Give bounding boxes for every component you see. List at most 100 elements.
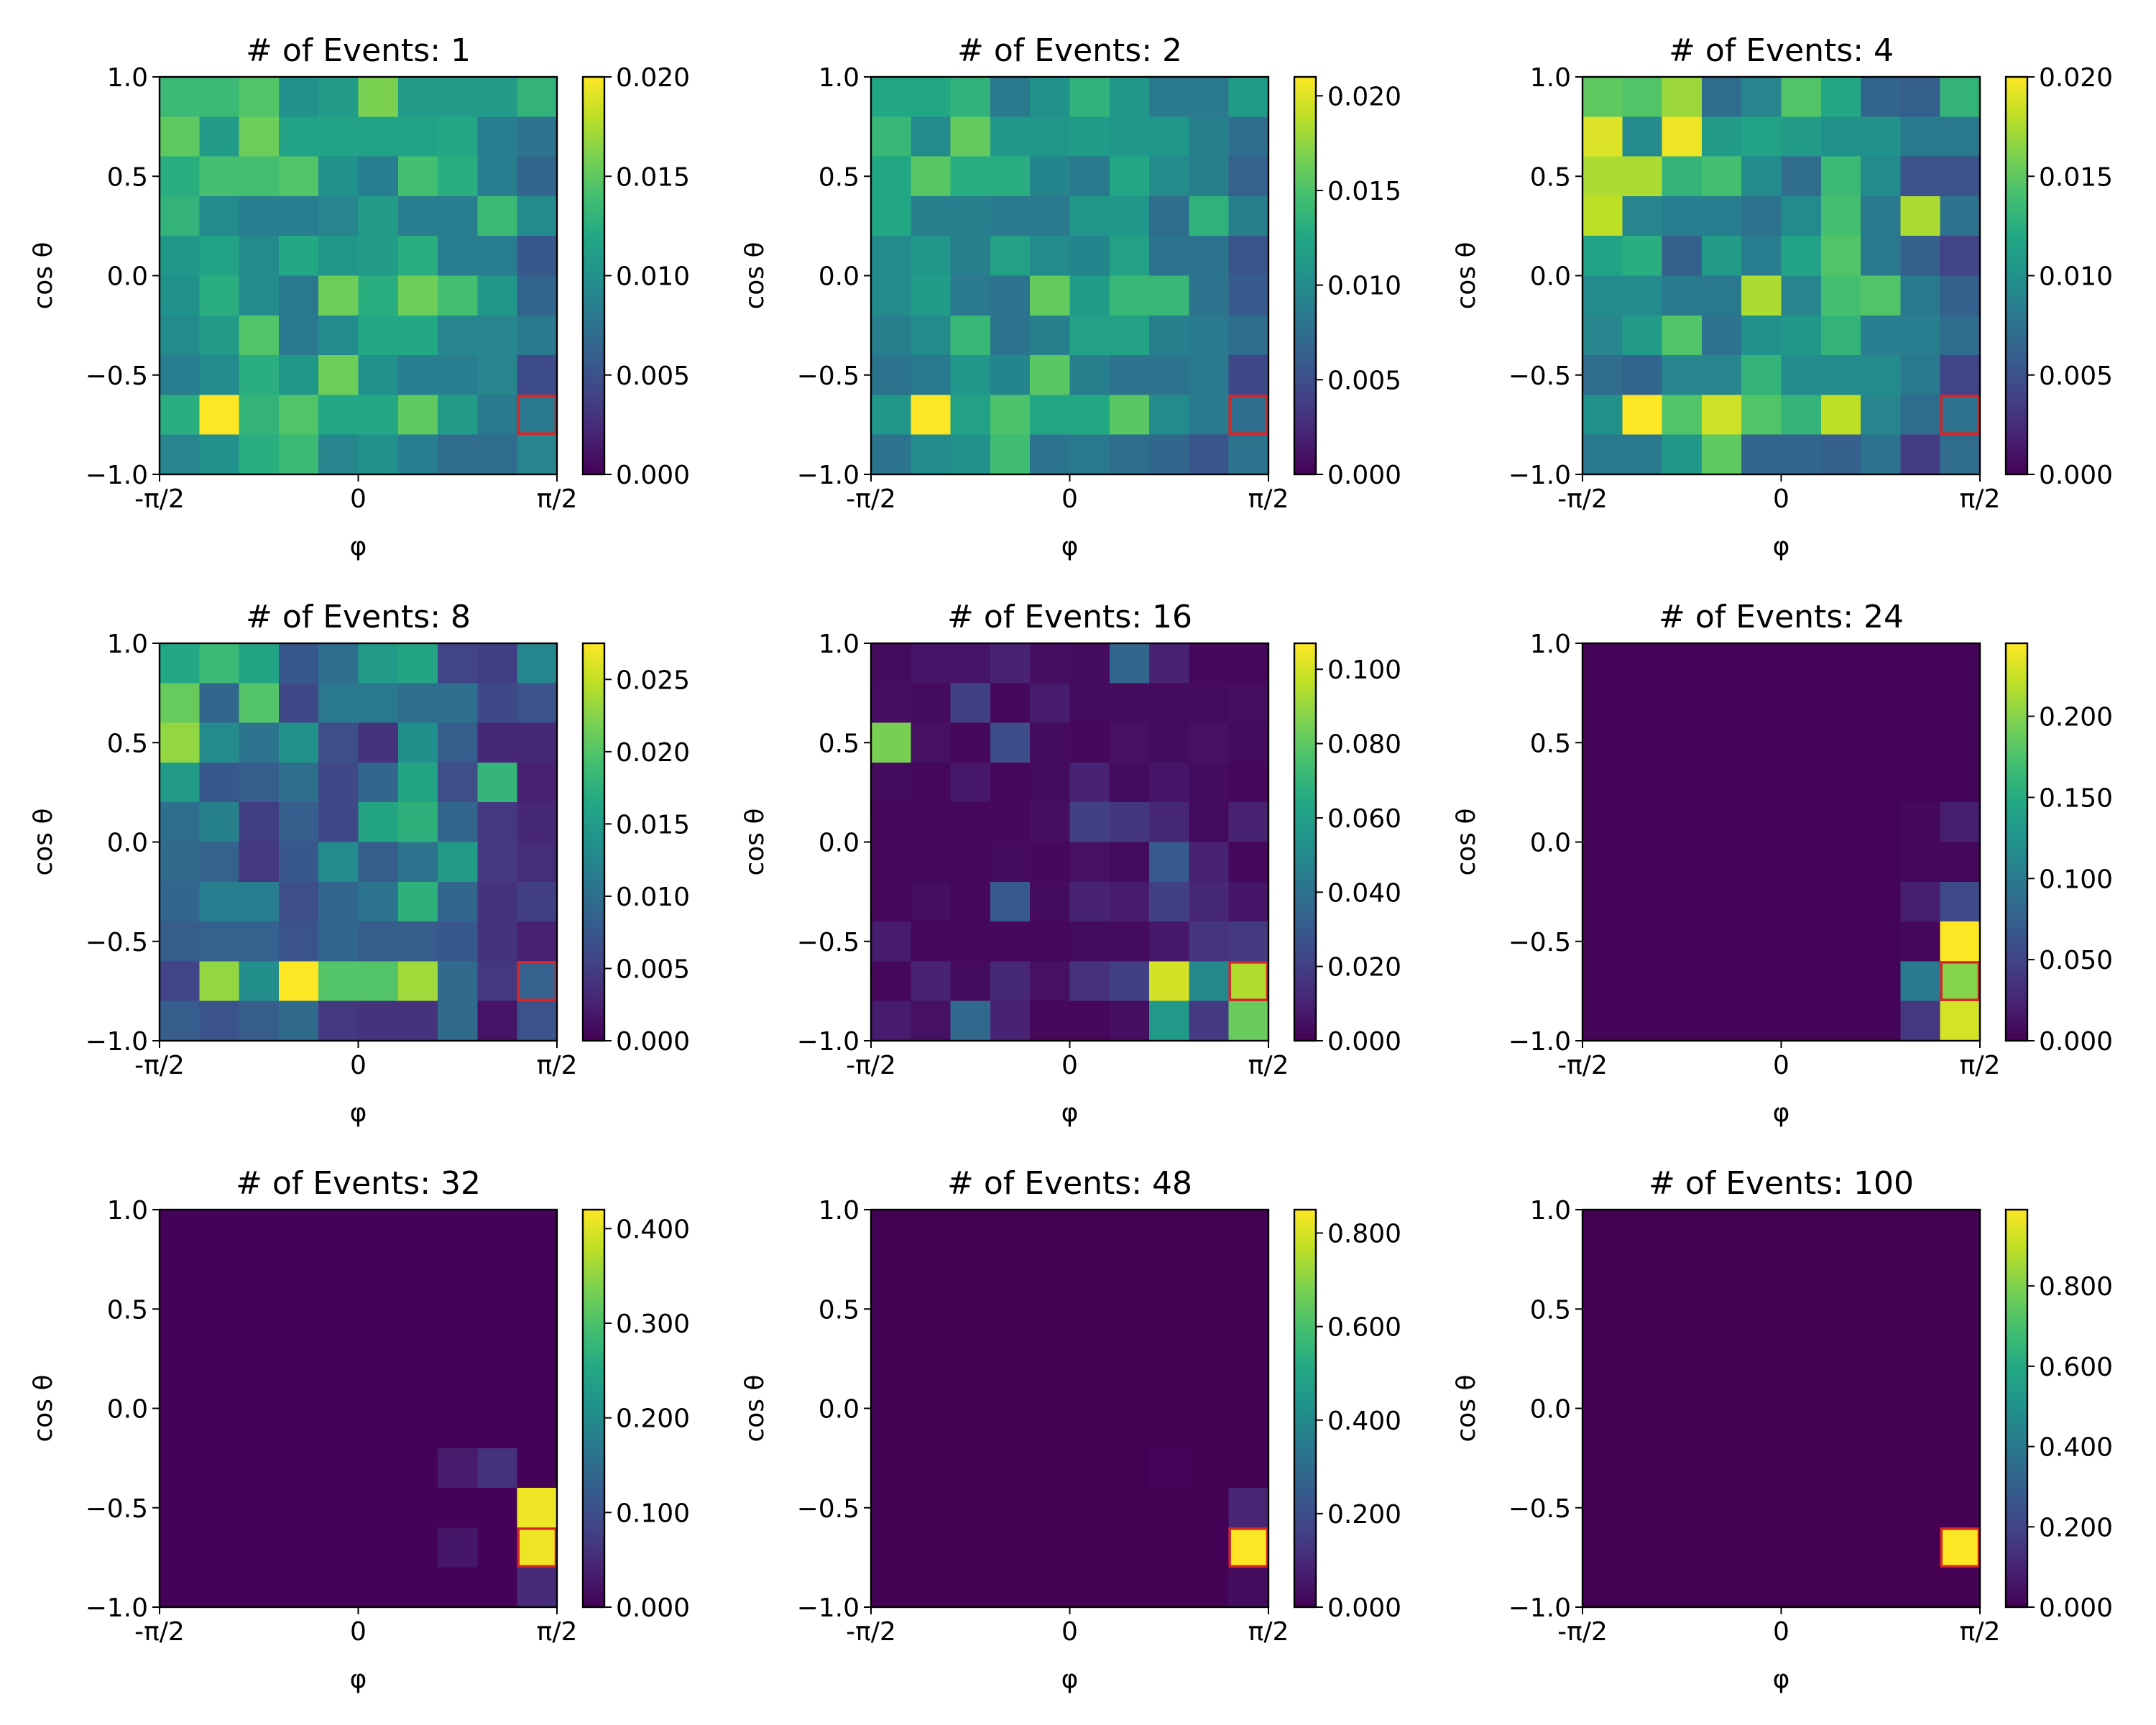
heatmap-cell — [1228, 1448, 1269, 1489]
heatmap-cell — [1701, 961, 1742, 1002]
heatmap-cell — [160, 842, 200, 883]
heatmap-cell — [160, 1000, 200, 1041]
heatmap-cells — [160, 77, 558, 475]
heatmap-cell — [950, 722, 991, 763]
heatmap-cell — [1069, 395, 1110, 436]
y-tick-label: 0.5 — [819, 1295, 860, 1325]
colorbar-frame — [2004, 1208, 2029, 1609]
heatmap-cell — [1741, 1000, 1782, 1041]
heatmap-cell — [1900, 434, 1941, 475]
heatmap-cell — [1583, 1448, 1623, 1489]
heatmap-cell — [358, 1368, 399, 1409]
heatmap-cell — [1861, 722, 1901, 763]
heatmap-cell — [318, 236, 359, 277]
y-axis-label: cos θ — [29, 1374, 58, 1442]
heatmap-cell — [239, 683, 280, 724]
heatmap-cell — [1622, 1328, 1663, 1369]
heatmap-cell — [278, 643, 319, 684]
heatmap-cell — [1861, 1289, 1901, 1330]
heatmap-cell — [1662, 802, 1703, 843]
heatmap-cell — [911, 1488, 952, 1528]
heatmap-cell — [1109, 355, 1150, 395]
heatmap-cell — [397, 643, 438, 684]
colorbar-gradient — [2006, 77, 2027, 474]
heatmap-cell — [1030, 434, 1071, 475]
heatmap-cell — [1189, 1368, 1230, 1409]
heatmap-cell — [1069, 683, 1110, 724]
heatmap-cell — [1741, 643, 1782, 684]
heatmap-cell — [1583, 116, 1623, 157]
colorbar-tick-label: 0.000 — [2039, 1593, 2113, 1623]
heatmap-cell — [1583, 77, 1623, 117]
heatmap-cell — [1109, 1567, 1150, 1608]
heatmap-cell — [1662, 315, 1703, 356]
y-axis-label: cos θ — [1452, 1374, 1481, 1442]
heatmap-cell — [517, 1328, 558, 1369]
heatmap-cell — [1030, 921, 1071, 962]
heatmap-cell — [871, 1000, 911, 1041]
heatmap-cell — [517, 275, 558, 316]
heatmap-cell — [1900, 1567, 1941, 1608]
heatmap-cells — [871, 1210, 1269, 1608]
heatmap-cell — [199, 1408, 240, 1449]
heatmap-cell — [1228, 722, 1269, 763]
heatmap-cell — [1701, 1328, 1742, 1369]
heatmap-cell — [1109, 156, 1150, 197]
heatmap-cell — [1741, 802, 1782, 843]
heatmap-cell — [1900, 116, 1941, 157]
heatmap-cell — [950, 1249, 991, 1290]
heatmap-cell — [1781, 722, 1822, 763]
heatmap-cell — [1622, 395, 1663, 436]
heatmap-cell — [1820, 762, 1861, 803]
heatmap-cell — [990, 1000, 1031, 1041]
heatmap-cell — [239, 961, 280, 1002]
x-tick-label: -π/2 — [134, 1051, 185, 1080]
heatmap-cell — [1820, 802, 1861, 843]
heatmap-cell — [1662, 683, 1703, 724]
panel-title: # of Events: 2 — [957, 32, 1182, 69]
heatmap-cell — [397, 762, 438, 803]
heatmap-cell — [438, 762, 478, 803]
heatmap-cell — [911, 881, 952, 922]
heatmap-cell — [1228, 236, 1269, 277]
heatmap-cell — [1622, 355, 1663, 395]
heatmap-cell — [199, 1328, 240, 1369]
heatmap-cell — [1149, 722, 1189, 763]
x-axis-label: φ — [1773, 1098, 1790, 1128]
y-tick-label: 0.0 — [1530, 1395, 1571, 1425]
heatmap-cell — [438, 1210, 478, 1250]
heatmap-cell — [1228, 1210, 1269, 1250]
heatmap-cell — [990, 961, 1031, 1002]
heatmap-cell — [160, 1408, 200, 1449]
heatmap-cell — [1189, 683, 1230, 724]
heatmap-cell — [1701, 77, 1742, 117]
colorbar-frame — [1293, 642, 1317, 1042]
heatmap-cell — [1820, 236, 1861, 277]
heatmap-cell — [517, 116, 558, 157]
heatmap-cell — [1583, 355, 1623, 395]
heatmap-cell — [1109, 762, 1150, 803]
heatmap-cell — [438, 1567, 478, 1608]
heatmap-cell — [358, 395, 399, 436]
heatmap-cell — [438, 1408, 478, 1449]
heatmap-cell — [911, 236, 952, 277]
heatmap-cell — [911, 1527, 952, 1568]
heatmap-cell — [1030, 116, 1071, 157]
heatmap-cell — [438, 643, 478, 684]
heatmap-cell — [1701, 434, 1742, 475]
colorbar-tick-label: 0.025 — [616, 666, 690, 695]
heatmap-cell — [477, 1000, 518, 1041]
highlight-cell-outline — [517, 961, 558, 1001]
colorbar: 0.000 0.200 0.400 0.600 0.800 — [2004, 1208, 2113, 1623]
heatmap-cell — [1861, 1368, 1901, 1409]
heatmap-cell — [871, 1567, 911, 1608]
heatmap-cell — [1189, 1210, 1230, 1250]
heatmap-cell — [318, 1448, 359, 1489]
heatmap-cell — [278, 961, 319, 1002]
heatmap-cell — [239, 355, 280, 395]
y-axis-label: cos θ — [740, 242, 770, 309]
heatmap-cell — [1228, 881, 1269, 922]
heatmap-cell — [1701, 1210, 1742, 1250]
y-tick-label: −0.5 — [797, 362, 860, 391]
colorbar-gradient — [1294, 1210, 1316, 1607]
